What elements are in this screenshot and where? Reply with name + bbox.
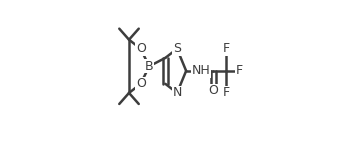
- Text: F: F: [223, 86, 230, 99]
- Text: O: O: [208, 85, 218, 98]
- Text: F: F: [236, 64, 243, 77]
- Text: N: N: [172, 86, 182, 99]
- Text: NH: NH: [192, 64, 211, 77]
- Text: S: S: [173, 42, 181, 55]
- Text: O: O: [136, 77, 146, 90]
- Text: O: O: [136, 42, 146, 55]
- Text: B: B: [145, 60, 154, 73]
- Text: F: F: [223, 42, 230, 55]
